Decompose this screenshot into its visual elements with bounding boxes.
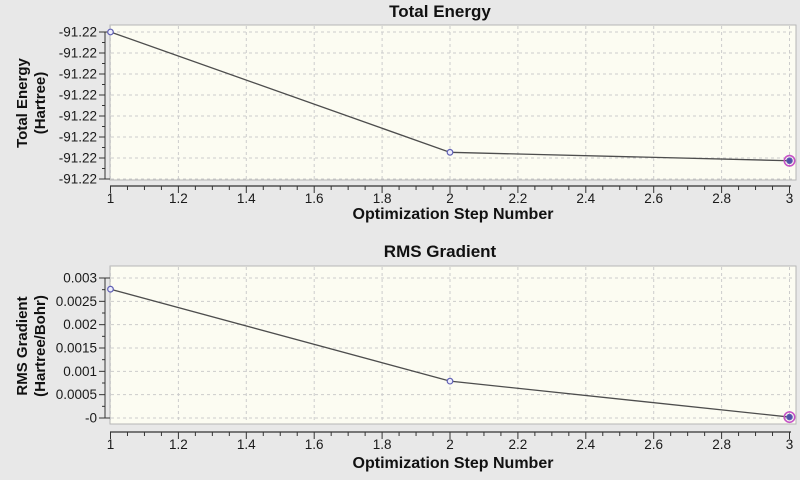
- x-tick-label: 2.8: [712, 191, 731, 206]
- x-tick-label: 2.6: [644, 191, 663, 206]
- selected-point-highlight: [783, 411, 796, 424]
- y-tick-label: -0: [85, 411, 97, 426]
- x-tick-label: 2.4: [576, 437, 595, 452]
- x-tick-label: 1.2: [169, 437, 188, 452]
- y-axis: [104, 31, 110, 180]
- y-axis-title-line1: Total Energy: [14, 58, 31, 148]
- x-tick-label: 2.6: [644, 437, 663, 452]
- x-tick-label: 1.4: [237, 437, 256, 452]
- x-tick-label: 3: [786, 437, 794, 452]
- y-tick-label: 0.002: [63, 317, 97, 332]
- x-tick-label: 1.8: [373, 437, 392, 452]
- y-tick-label: 0.0005: [56, 387, 97, 402]
- x-tick-label: 1.2: [169, 191, 188, 206]
- y-axis: [104, 277, 110, 419]
- x-tick-label: 2.4: [576, 191, 595, 206]
- data-point[interactable]: [446, 148, 454, 156]
- data-point[interactable]: [786, 157, 793, 165]
- selected-point-highlight: [783, 154, 796, 167]
- x-tick-label: 3: [786, 191, 794, 206]
- y-tick-label: -91.22: [59, 46, 97, 61]
- y-tick-label: -91.22: [59, 88, 97, 103]
- x-tick-label: 2: [446, 437, 454, 452]
- x-tick-label: 1: [107, 437, 115, 452]
- x-tick-label: 1.8: [373, 191, 392, 206]
- y-tick-label: 0.001: [63, 364, 97, 379]
- y-tick-label: -91.22: [59, 25, 97, 40]
- x-axis-title-top: Optimization Step Number: [352, 206, 554, 223]
- y-tick-label: -91.22: [59, 109, 97, 124]
- x-tick-label: 1.4: [237, 191, 256, 206]
- data-point[interactable]: [107, 28, 114, 36]
- x-axis-title-bottom: Optimization Step Number: [352, 455, 554, 472]
- y-tick-label: -91.22: [59, 67, 97, 82]
- plot-area: [109, 265, 797, 425]
- y-axis-title-rms-gradient: RMS Gradient (Hartree/Bohr): [14, 295, 50, 397]
- data-point[interactable]: [107, 285, 114, 293]
- x-tick-label: 2.2: [509, 191, 528, 206]
- x-tick-label: 1: [107, 191, 115, 206]
- chart-title-total-energy: Total Energy: [389, 2, 491, 21]
- chart-title-rms-gradient: RMS Gradient: [383, 242, 497, 261]
- x-tick-label: 2.8: [712, 437, 731, 452]
- y-axis-title-line1: RMS Gradient: [14, 296, 31, 396]
- y-tick-label: 0.0015: [56, 341, 97, 356]
- data-point[interactable]: [446, 377, 454, 385]
- y-axis-title-total-energy: Total Energy (Hartree): [14, 58, 50, 148]
- y-tick-label: 0.0025: [56, 294, 97, 309]
- plot-area: [109, 24, 797, 181]
- y-axis-title-line2: (Hartree/Bohr): [32, 295, 49, 397]
- data-point[interactable]: [786, 413, 793, 421]
- y-tick-label: -91.22: [59, 151, 97, 166]
- y-axis-title-line2: (Hartree): [32, 71, 49, 135]
- y-tick-label: -91.22: [59, 172, 97, 187]
- x-tick-label: 2.2: [509, 437, 528, 452]
- x-tick-label: 1.6: [305, 437, 324, 452]
- x-tick-label: 1.6: [305, 191, 324, 206]
- y-tick-label: -91.22: [59, 130, 97, 145]
- y-tick-label: 0.003: [63, 271, 97, 286]
- x-tick-label: 2: [446, 191, 454, 206]
